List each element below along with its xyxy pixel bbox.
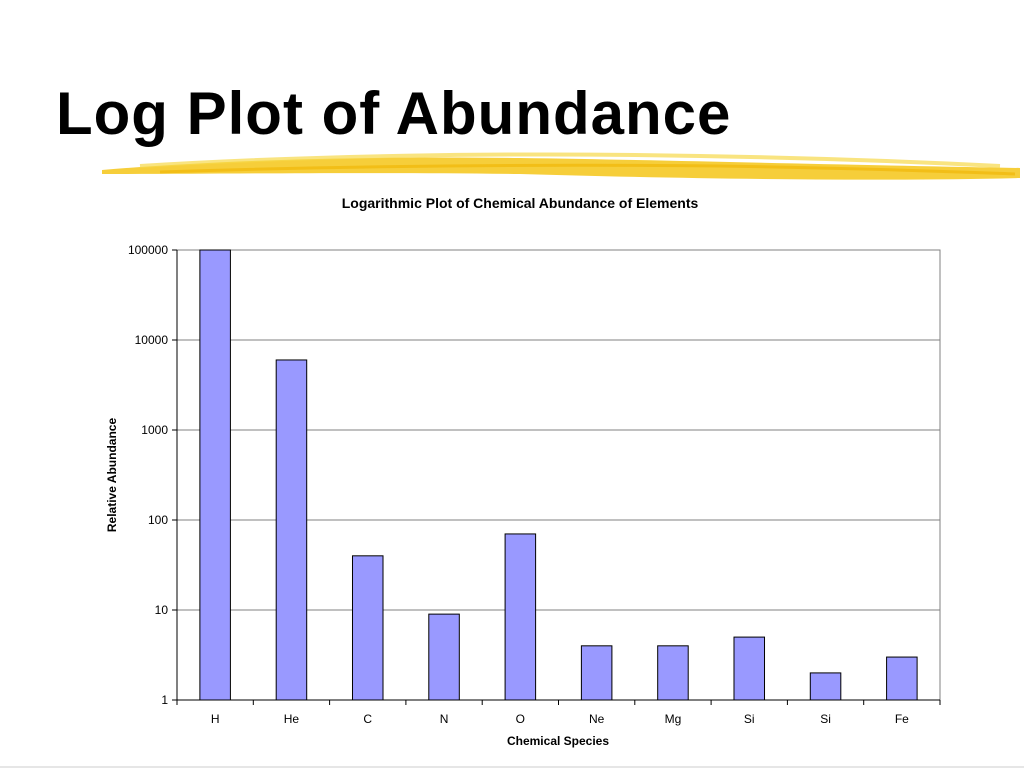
y-tick-label: 1 bbox=[161, 693, 168, 707]
highlighter-stroke-dark bbox=[159, 163, 1016, 176]
chart-title: Logarithmic Plot of Chemical Abundance o… bbox=[342, 195, 699, 211]
bar-mg bbox=[657, 645, 689, 701]
y-tick-label: 100000 bbox=[128, 243, 168, 257]
y-axis-label: Relative Abundance bbox=[105, 418, 119, 533]
x-tick-label: Si bbox=[820, 712, 831, 726]
x-tick-label: Ne bbox=[589, 712, 605, 726]
highlighter-stroke bbox=[102, 157, 1020, 180]
bar-fe bbox=[886, 656, 918, 701]
y-tick-label: 1000 bbox=[141, 423, 168, 437]
bar-si bbox=[809, 672, 842, 701]
x-tick-label: O bbox=[516, 712, 525, 726]
y-tick-label: 10 bbox=[155, 603, 169, 617]
x-tick-label: Mg bbox=[665, 712, 682, 726]
bar-o bbox=[504, 533, 537, 701]
slide-footer-line bbox=[0, 766, 1024, 768]
x-axis-label: Chemical Species bbox=[507, 734, 609, 748]
y-tick-label: 10000 bbox=[135, 333, 169, 347]
x-tick-label: He bbox=[284, 712, 300, 726]
y-tick-label: 100 bbox=[148, 513, 168, 527]
x-tick-label: C bbox=[363, 712, 372, 726]
x-tick-label: H bbox=[211, 712, 220, 726]
x-ticks: H He C N O Ne Mg Si Si Fe bbox=[176, 699, 941, 726]
x-tick-label: Fe bbox=[895, 712, 909, 726]
highlighter-stroke-light bbox=[139, 152, 1001, 168]
bar-ne bbox=[580, 645, 613, 701]
y-ticks: 1 10 100 1000 10000 100000 bbox=[128, 243, 178, 707]
bar-he bbox=[275, 359, 308, 701]
bar-c bbox=[351, 555, 384, 701]
bars bbox=[199, 249, 918, 701]
bar-si bbox=[733, 636, 766, 701]
bar-n bbox=[428, 613, 460, 701]
x-tick-label: N bbox=[440, 712, 449, 726]
highlighter-underline bbox=[102, 152, 1020, 180]
x-tick-label: Si bbox=[744, 712, 755, 726]
bar-h bbox=[199, 249, 231, 701]
slide-title: Log Plot of Abundance bbox=[56, 80, 732, 147]
